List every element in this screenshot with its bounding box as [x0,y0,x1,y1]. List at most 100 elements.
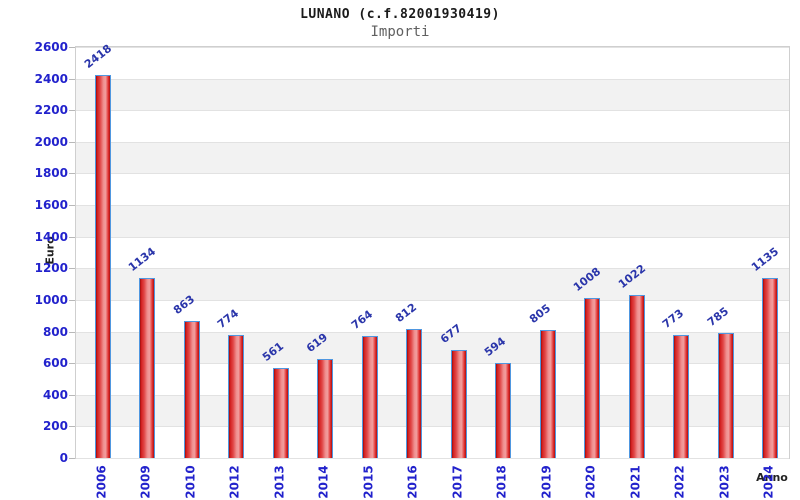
y-tick-label: 1600 [34,198,68,213]
bar [228,334,244,458]
x-tick-label: 2021 [616,460,656,500]
x-tick-label-text: 2015 [361,465,376,499]
x-tick-label-text: 2013 [272,465,287,499]
bar [673,334,689,458]
y-tick-mark [69,47,75,48]
grid-band [76,141,789,174]
bar [317,359,333,458]
gridline [76,268,789,270]
x-tick-label: 2016 [393,460,433,500]
x-tick-label-text: 2018 [495,465,509,499]
gridline [76,426,789,428]
y-tick-mark [69,205,75,207]
gridline [76,141,789,143]
x-tick-label-text: 2012 [228,465,242,499]
x-axis-title: Anno [750,455,794,499]
y-tick-label: 1800 [34,166,68,181]
y-tick-mark [69,78,75,80]
gridline [76,110,789,112]
y-tick-mark [69,299,75,301]
y-tick-mark [69,236,75,238]
y-tick-mark [69,141,75,143]
x-tick-label-text: 2024 [762,465,776,499]
x-tick-label: 2013 [260,460,300,500]
gridline [76,78,789,80]
grid-band [76,205,789,237]
x-tick-label: 2015 [349,460,389,500]
x-tick-label-text: 2022 [673,465,687,499]
y-tick-label: 400 [42,387,68,402]
x-tick-label-text: 2017 [450,465,465,499]
grid-band [76,110,789,142]
y-tick-label: 600 [42,356,68,371]
gridline [76,394,789,396]
chart-title: LUNANO (c.f.82001930419) [300,7,500,22]
grid-band [76,268,789,300]
x-tick-label: 2010 [171,460,211,500]
x-tick-label: 2018 [482,460,522,500]
grid-band [76,47,789,79]
bar [183,320,200,458]
x-tick-label-text: 2016 [406,465,420,499]
x-tick-label: 2023 [705,460,745,500]
gridline [76,458,789,459]
x-tick-label: 2017 [438,460,478,500]
gridline [76,363,789,365]
bar [450,349,467,458]
x-tick-label: 2024 [749,460,789,500]
gridline [76,205,789,207]
grid-band [76,236,789,269]
chart-subtitle: Importi [370,24,430,40]
bar [539,329,556,458]
x-tick-label: 2020 [571,460,611,500]
y-tick-mark [69,331,75,333]
x-tick-label: 2014 [304,460,344,500]
x-tick-label: 2009 [126,460,166,500]
y-tick-mark [69,173,75,175]
y-tick-mark [69,110,75,112]
y-tick-label: 2400 [34,71,68,86]
y-tick-label: 1200 [34,261,68,276]
x-axis-title-text: Anno [756,470,788,484]
bar [94,74,111,458]
bar [762,277,778,458]
gridline [76,47,789,48]
y-tick-mark [69,458,75,459]
y-tick-label: 2200 [34,103,68,118]
y-tick-mark [69,394,75,396]
grid-band [76,173,789,206]
bar [495,363,511,458]
gridline [76,299,789,301]
x-tick-label-text: 2019 [539,465,554,499]
y-tick-label: 2600 [34,40,68,54]
bar [139,277,155,458]
x-tick-label: 2012 [215,460,255,500]
x-tick-label: 2022 [660,460,700,500]
x-tick-label-text: 2006 [94,465,109,499]
gridline [76,173,789,175]
bar [272,368,289,458]
x-tick-label: 2006 [82,460,122,500]
y-tick-mark [69,363,75,365]
gridline [76,331,789,333]
x-tick-label-text: 2021 [628,465,643,499]
y-tick-label: 2000 [34,134,68,149]
y-tick-mark [69,268,75,270]
y-tick-label: 1400 [34,229,68,244]
y-tick-label: 1000 [34,292,68,307]
bar [628,295,645,458]
y-tick-label: 800 [42,324,68,339]
x-tick-label-text: 2009 [139,465,153,499]
plot-area [75,46,790,459]
grid-band [76,78,789,111]
x-tick-label-text: 2010 [183,465,198,499]
x-tick-label-text: 2023 [717,465,732,499]
x-tick-label-text: 2014 [317,465,331,499]
x-tick-label-text: 2020 [584,465,598,499]
y-tick-label: 0 [59,451,68,465]
x-tick-label: 2019 [527,460,567,500]
y-tick-label: 200 [42,419,68,434]
bar [361,336,378,458]
bar [406,328,422,458]
